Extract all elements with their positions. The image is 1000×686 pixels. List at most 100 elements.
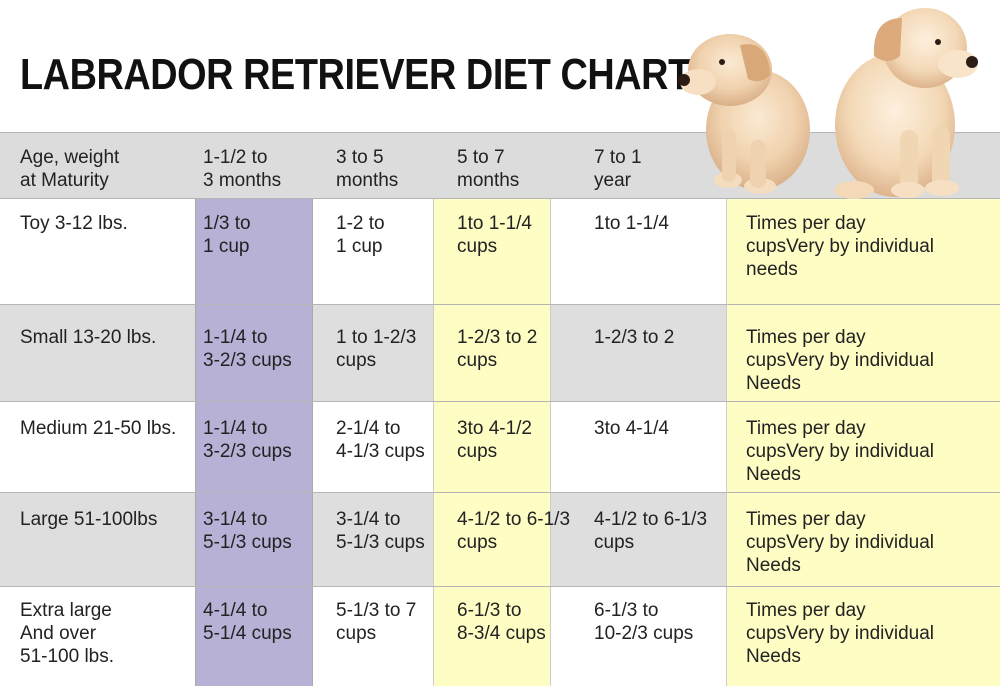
- table-cell-line: 4-1/4 to: [203, 600, 268, 621]
- table-cell: 1to 1-1/4: [594, 212, 669, 235]
- table-cell-line: 1 to 1-2/3: [336, 327, 417, 348]
- table-cell: 3-1/4 to 5-1/3 cups: [203, 508, 292, 554]
- table-cell: 6-1/3 to 10-2/3 cups: [594, 599, 693, 645]
- table-cell-line: cups: [594, 532, 635, 553]
- table-cell-line: cupsVery by individual: [746, 236, 934, 257]
- column-header: 3 to 5 months: [336, 146, 398, 192]
- table-cell: 4-1/2 to 6-1/3 cups: [457, 508, 570, 554]
- column-header-line: year: [594, 170, 631, 191]
- table-cell-line: 1-1/4 to: [203, 418, 268, 439]
- table-cell: 4-1/2 to 6-1/3 cups: [594, 508, 707, 554]
- table-cell: 1/3 to 1 cup: [203, 212, 251, 258]
- column-header-line: 3 months: [203, 170, 282, 191]
- column-header-line: 1-1/2 to: [203, 147, 268, 168]
- table-cell-line: Times per day: [746, 213, 866, 234]
- row-divider: [0, 198, 1000, 199]
- table-cell: 1 to 1-2/3 cups: [336, 326, 416, 372]
- table-cell-line: Times per day: [746, 327, 866, 348]
- column-header-line: Age, weight: [20, 147, 120, 168]
- table-cell-line: Times per day: [746, 509, 866, 530]
- table-cell-line: 5-1/4 cups: [203, 623, 292, 644]
- table-cell-line: cupsVery by individual: [746, 441, 934, 462]
- table-cell-line: Needs: [746, 555, 801, 576]
- table-cell-line: cups: [457, 350, 498, 371]
- table-cell: 3to 4-1/2 cups: [457, 417, 532, 463]
- table-cell: 1-2/3 to 2: [594, 326, 674, 349]
- column-header-line: 5 to 7: [457, 147, 505, 168]
- table-cell-line: Needs: [746, 373, 801, 394]
- column-highlight-yellow: [433, 198, 551, 686]
- row-label: Large 51-100lbs: [20, 508, 157, 531]
- table-cell: Times per day cupsVery by individual Needs: [746, 326, 934, 395]
- table-cell-line: 6-1/3 to: [594, 600, 659, 621]
- table-cell: 3-1/4 to 5-1/3 cups: [336, 508, 425, 554]
- column-header: 5 to 7 months: [457, 146, 519, 192]
- table-cell-line: cupsVery by individual: [746, 623, 934, 644]
- row-divider: [0, 132, 1000, 133]
- row-divider: [0, 401, 1000, 402]
- table-cell: 1-2/3 to 2 cups: [457, 326, 537, 372]
- column-header-line: months: [457, 170, 520, 191]
- table-cell: 4-1/4 to 5-1/4 cups: [203, 599, 292, 645]
- column-header: 1-1/2 to 3 months: [203, 146, 281, 192]
- row-label: Medium 21-50 lbs.: [20, 417, 176, 440]
- table-cell-line: 1-2 to: [336, 213, 385, 234]
- table-cell-line: 1 cup: [336, 236, 383, 257]
- table-cell-line: cups: [457, 532, 498, 553]
- table-cell-line: cups: [336, 350, 377, 371]
- row-divider: [0, 586, 1000, 587]
- row-divider: [0, 492, 1000, 493]
- table-cell: Times per day cupsVery by individual Needs: [746, 417, 934, 486]
- table-cell: 1to 1-1/4 cups: [457, 212, 532, 258]
- table-cell-line: Times per day: [746, 418, 866, 439]
- table-cell-line: cups: [457, 441, 498, 462]
- row-label-line: Small 13-20 lbs.: [20, 327, 157, 348]
- row-label-line: And over: [20, 623, 97, 644]
- table-cell-line: 8-3/4 cups: [457, 623, 546, 644]
- header-band: [0, 132, 1000, 198]
- table-cell: 6-1/3 to 8-3/4 cups: [457, 599, 546, 645]
- table-cell-line: 4-1/2 to 6-1/3: [594, 509, 708, 530]
- row-divider: [0, 304, 1000, 305]
- table-cell: 1-1/4 to 3-2/3 cups: [203, 417, 292, 463]
- column-header: 7 to 1 year: [594, 146, 642, 192]
- column-header-line: 3 to 5: [336, 147, 384, 168]
- column-header-line: 7 to 1: [594, 147, 642, 168]
- labrador-puppies-icon: [678, 8, 978, 199]
- table-cell-line: 5-1/3 cups: [336, 532, 425, 553]
- table-cell-line: Needs: [746, 646, 801, 667]
- column-highlight-yellow-notes: [726, 198, 1000, 686]
- table-cell: Times per day cupsVery by individual Needs: [746, 599, 934, 668]
- table-cell-line: 3-2/3 cups: [203, 350, 292, 371]
- table-cell-line: 1to 1-1/4: [457, 213, 532, 234]
- row-label: Extra large And over 51-100 lbs.: [20, 599, 114, 668]
- table-cell-line: 2-1/4 to: [336, 418, 401, 439]
- table-cell-line: 1to 1-1/4: [594, 213, 669, 234]
- table-cell: 2-1/4 to 4-1/3 cups: [336, 417, 425, 463]
- chart-title: LABRADOR RETRIEVER DIET CHART: [20, 50, 691, 99]
- table-cell-line: 5-1/3 to 7: [336, 600, 417, 621]
- table-cell: 1-1/4 to 3-2/3 cups: [203, 326, 292, 372]
- table-cell: Times per day cupsVery by individual needs: [746, 212, 934, 281]
- row-label-line: Toy 3-12 lbs.: [20, 213, 128, 234]
- table-cell: 1-2 to 1 cup: [336, 212, 385, 258]
- table-cell-line: 6-1/3 to: [457, 600, 522, 621]
- column-header-line: at Maturity: [20, 170, 109, 191]
- table-cell-line: 4-1/2 to 6-1/3: [457, 509, 571, 530]
- table-cell-line: cupsVery by individual: [746, 532, 934, 553]
- table-cell-line: 3-1/4 to: [336, 509, 401, 530]
- table-cell-line: 10-2/3 cups: [594, 623, 694, 644]
- table-cell: 3to 4-1/4: [594, 417, 669, 440]
- row-label: Small 13-20 lbs.: [20, 326, 156, 349]
- table-cell-line: Needs: [746, 464, 801, 485]
- row-label-line: 51-100 lbs.: [20, 646, 115, 667]
- table-cell-line: cups: [457, 236, 498, 257]
- table-cell-line: 3to 4-1/2: [457, 418, 532, 439]
- table-cell-line: 5-1/3 cups: [203, 532, 292, 553]
- column-highlight-purple: [195, 198, 313, 686]
- column-header-line: months: [336, 170, 399, 191]
- row-label-line: Extra large: [20, 600, 112, 621]
- table-cell-line: 3-1/4 to: [203, 509, 268, 530]
- row-label-line: Large 51-100lbs: [20, 509, 158, 530]
- table-cell-line: 1-2/3 to 2: [457, 327, 538, 348]
